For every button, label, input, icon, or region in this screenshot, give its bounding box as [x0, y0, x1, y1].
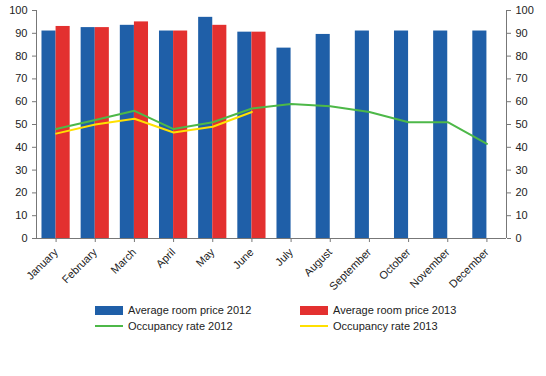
svg-text:50: 50: [516, 118, 528, 130]
svg-text:90: 90: [516, 27, 528, 39]
svg-text:November: November: [407, 246, 452, 291]
svg-text:May: May: [193, 245, 217, 269]
svg-text:March: March: [108, 246, 138, 276]
svg-text:0: 0: [516, 232, 522, 244]
svg-text:January: January: [24, 245, 61, 282]
html-text:Average room price 2013: Average room price 2013: [333, 304, 457, 316]
svg-text:30: 30: [516, 164, 528, 176]
svg-text:50: 50: [15, 118, 27, 130]
svg-text:February: February: [60, 245, 100, 285]
svg-text:10: 10: [516, 209, 528, 221]
svg-text:80: 80: [516, 50, 528, 62]
svg-text:60: 60: [15, 95, 27, 107]
svg-text:April: April: [153, 246, 177, 270]
svg-text:October: October: [376, 246, 412, 282]
svg-text:30: 30: [15, 164, 27, 176]
svg-text:20: 20: [15, 186, 27, 198]
svg-text:60: 60: [516, 95, 528, 107]
html-text:Occupancy rate 2013: Occupancy rate 2013: [333, 320, 438, 332]
svg-text:100: 100: [9, 4, 27, 16]
svg-text:70: 70: [516, 72, 528, 84]
svg-text:June: June: [230, 246, 255, 271]
svg-text:July: July: [273, 245, 296, 268]
svg-text:100: 100: [516, 4, 534, 16]
svg-text:40: 40: [516, 141, 528, 153]
svg-text:December: December: [446, 246, 491, 291]
svg-text:September: September: [327, 246, 374, 293]
svg-text:0: 0: [21, 232, 27, 244]
svg-text:80: 80: [15, 50, 27, 62]
svg-text:20: 20: [516, 186, 528, 198]
svg-text:August: August: [301, 246, 334, 279]
svg-text:90: 90: [15, 27, 27, 39]
html-text:Occupancy rate 2012: Occupancy rate 2012: [128, 320, 233, 332]
svg-text:70: 70: [15, 72, 27, 84]
svg-text:10: 10: [15, 209, 27, 221]
html-text:Average room price 2012: Average room price 2012: [128, 304, 252, 316]
svg-text:40: 40: [15, 141, 27, 153]
